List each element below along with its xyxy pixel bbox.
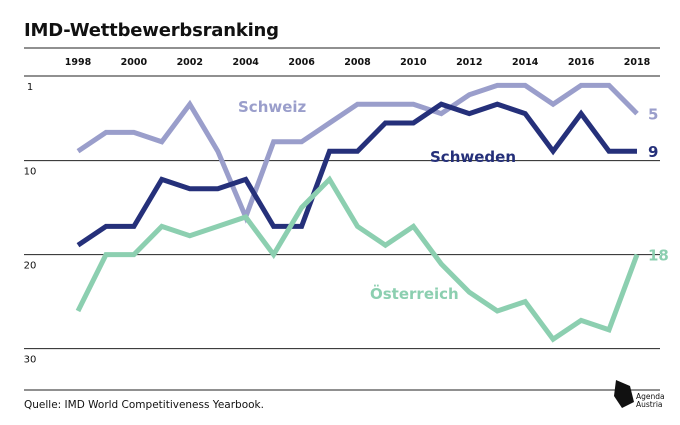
x-tick-label-2002: 2002: [177, 57, 203, 68]
source-note: Quelle: IMD World Competitiveness Yearbo…: [24, 399, 264, 411]
x-tick-label-2016: 2016: [568, 57, 595, 68]
y-tick-label-30: 30: [24, 355, 37, 366]
end-label-österreich: 18: [648, 247, 669, 265]
x-tick-label-2006: 2006: [288, 57, 315, 68]
y-tick-label-10: 10: [24, 167, 37, 178]
agenda-austria-logo: [614, 380, 634, 408]
end-label-schweden: 9: [648, 143, 658, 161]
series-labels: 5 9 18 Schweiz Schweden Österreich: [238, 98, 669, 303]
x-tick-label-2004: 2004: [232, 57, 259, 68]
series-lines: [75, 82, 640, 343]
y-axis-ticks: 1 10 20 30: [24, 82, 37, 366]
end-label-schweiz: 5: [648, 106, 658, 124]
series-line-schweiz: [76, 82, 639, 224]
x-tick-label-2012: 2012: [456, 57, 482, 68]
x-tick-label-1998: 1998: [65, 57, 92, 68]
series-line-schweden: [76, 101, 637, 248]
series-name-schweiz: Schweiz: [238, 98, 307, 116]
series-name-österreich: Österreich: [370, 284, 459, 303]
x-tick-label-2018: 2018: [624, 57, 651, 68]
y-tick-label-20: 20: [24, 261, 37, 272]
y-tick-label-1: 1: [27, 82, 33, 93]
x-tick-label-2008: 2008: [344, 57, 371, 68]
series-name-schweden: Schweden: [430, 148, 516, 166]
x-tick-label-2000: 2000: [121, 57, 148, 68]
series-line-österreich: [75, 175, 640, 343]
x-tick-label-2010: 2010: [400, 57, 427, 68]
grid-lines: [24, 47, 660, 391]
chart-title: IMD-Wettbewerbsranking: [24, 20, 279, 41]
x-axis-ticks: 1998 2000 2002 2004 2006 2008 2010 2012 2014 2016…: [65, 57, 651, 68]
logo-text-1: Agenda: [636, 392, 665, 401]
x-tick-label-2014: 2014: [512, 57, 539, 68]
logo-text-2: Austria: [636, 400, 663, 409]
